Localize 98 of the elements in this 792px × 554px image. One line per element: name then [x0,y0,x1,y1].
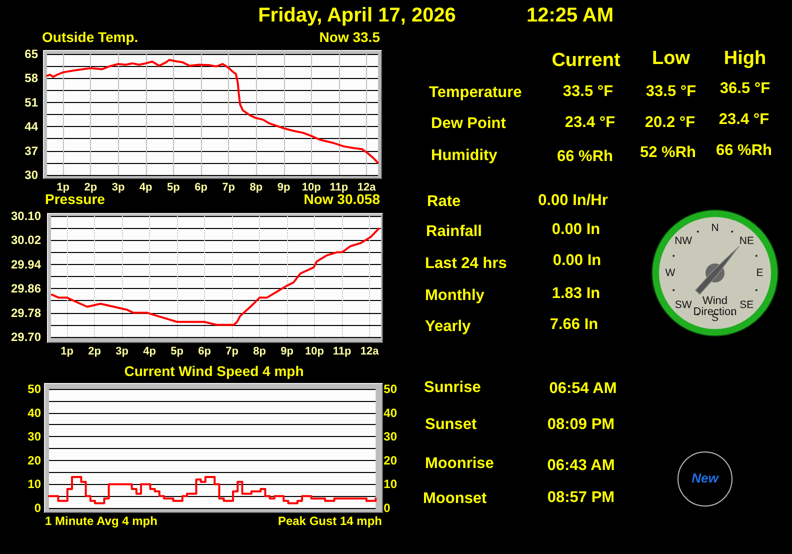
x-tick-label: 12a [357,182,377,194]
x-tick-label: 10p [302,182,322,194]
text: Temperature [429,84,522,102]
text: 08:09 PM [547,416,615,434]
text: 1.83 In [552,285,600,303]
x-tick-label: 8p [250,182,263,194]
text: 08:57 PM [547,489,615,507]
text: 20.2 °F [644,114,696,132]
y-tick-label: 29.78 [10,306,42,320]
text: Friday, April 17, 2026 [258,4,456,28]
text: SE [740,298,754,310]
y2-tick-label: 10 [384,477,398,492]
text: E [756,266,764,279]
y-tick-label: 30.10 [10,209,42,223]
x-tick-label: 6p [198,346,212,358]
text: Moonset [423,490,487,508]
text: 12:25 AM [526,4,614,28]
x-tick-label: 10p [305,346,324,358]
text: Yearly [425,318,471,336]
x-tick-label: 7p [222,182,236,194]
x-tick-label: 5p [170,346,184,358]
text: W [665,266,676,279]
chart-title: Current Wind Speed 4 mph [124,363,304,379]
text: 23.4 °F [564,114,616,132]
text: Rate [427,193,461,211]
text: Moonrise [425,455,494,473]
text: 0.00 In/Hr [538,192,608,210]
y-tick-label: 0 [34,501,42,515]
x-tick-label: 9p [277,182,290,194]
y-tick-label: 58 [24,71,38,86]
y-tick-label: 44 [24,120,38,134]
y-tick-label: 30 [24,168,38,182]
y2-tick-label: 20 [384,453,398,468]
y-tick-label: 30 [28,430,42,444]
text: N [711,222,719,234]
x-tick-label: 12a [360,346,380,358]
text: 33.5 °F [646,83,696,101]
text: 1 Minute Avg 4 mph [45,514,158,528]
y2-tick-label: 30 [384,430,398,444]
text: Rainfall [426,223,482,241]
y-tick-label: 40 [28,406,42,420]
text: 06:43 AM [547,457,615,475]
x-tick-label: 7p [226,346,239,358]
line-series [50,228,380,326]
y2-tick-label: 0 [384,501,391,515]
y-tick-label: 20 [28,453,42,468]
text: Last 24 hrs [425,255,507,273]
y-tick-label: 50 [28,382,42,396]
text: 06:54 AM [549,380,617,398]
y-tick-label: 29.94 [10,257,42,272]
text: 33.5 °F [562,83,614,101]
text: 36.5 °F [720,80,770,98]
text: Current [552,50,620,72]
text: Low [652,48,690,70]
x-tick-label: 2p [84,182,98,194]
text: High [724,48,766,70]
x-tick-label: 1p [60,346,74,358]
text: NW [674,235,692,248]
text: Humidity [431,147,498,165]
text: 66 %Rh [716,142,772,160]
x-tick-label: 1p [56,182,70,194]
x-tick-label: 9p [280,346,294,358]
x-tick-label: 4p [139,182,153,194]
text: Monthly [425,287,484,305]
y-tick-label: 29.86 [10,282,42,296]
y-tick-label: 29.70 [10,330,42,344]
y2-tick-label: 40 [384,406,398,420]
x-tick-label: 11p [330,182,348,194]
text: Peak Gust 14 mph [278,514,382,528]
text: 23.4 °F [718,111,770,129]
x-tick-label: 3p [112,182,125,194]
text: 66 %Rh [557,148,613,166]
y2-tick-label: 50 [384,382,398,396]
y-tick-label: 51 [24,95,38,110]
y-tick-label: 37 [24,144,38,158]
text: NE [739,235,754,248]
x-tick-label: 11p [332,346,352,358]
y-tick-label: 65 [24,47,38,61]
x-tick-label: 8p [253,346,266,358]
text: 7.66 In [550,316,598,334]
text: 52 %Rh [640,144,696,162]
y-tick-label: 10 [28,477,42,492]
text: 0.00 In [552,252,602,270]
text: New [692,470,718,486]
x-tick-label: 4p [143,346,156,358]
chart-title: Outside Temp. [42,29,138,45]
text: Sunrise [424,379,481,397]
line-series [46,58,379,164]
text: SW [674,298,692,310]
text: Sunset [425,416,477,434]
x-tick-label: 6p [194,182,208,194]
x-tick-label: 3p [116,346,129,358]
x-tick-label: 5p [167,182,180,194]
x-tick-label: 2p [88,346,102,358]
text: Now 33.5 [319,29,380,45]
text: 0.00 In [552,221,600,239]
text: Dew Point [431,115,506,133]
y-tick-label: 30.02 [10,233,42,248]
